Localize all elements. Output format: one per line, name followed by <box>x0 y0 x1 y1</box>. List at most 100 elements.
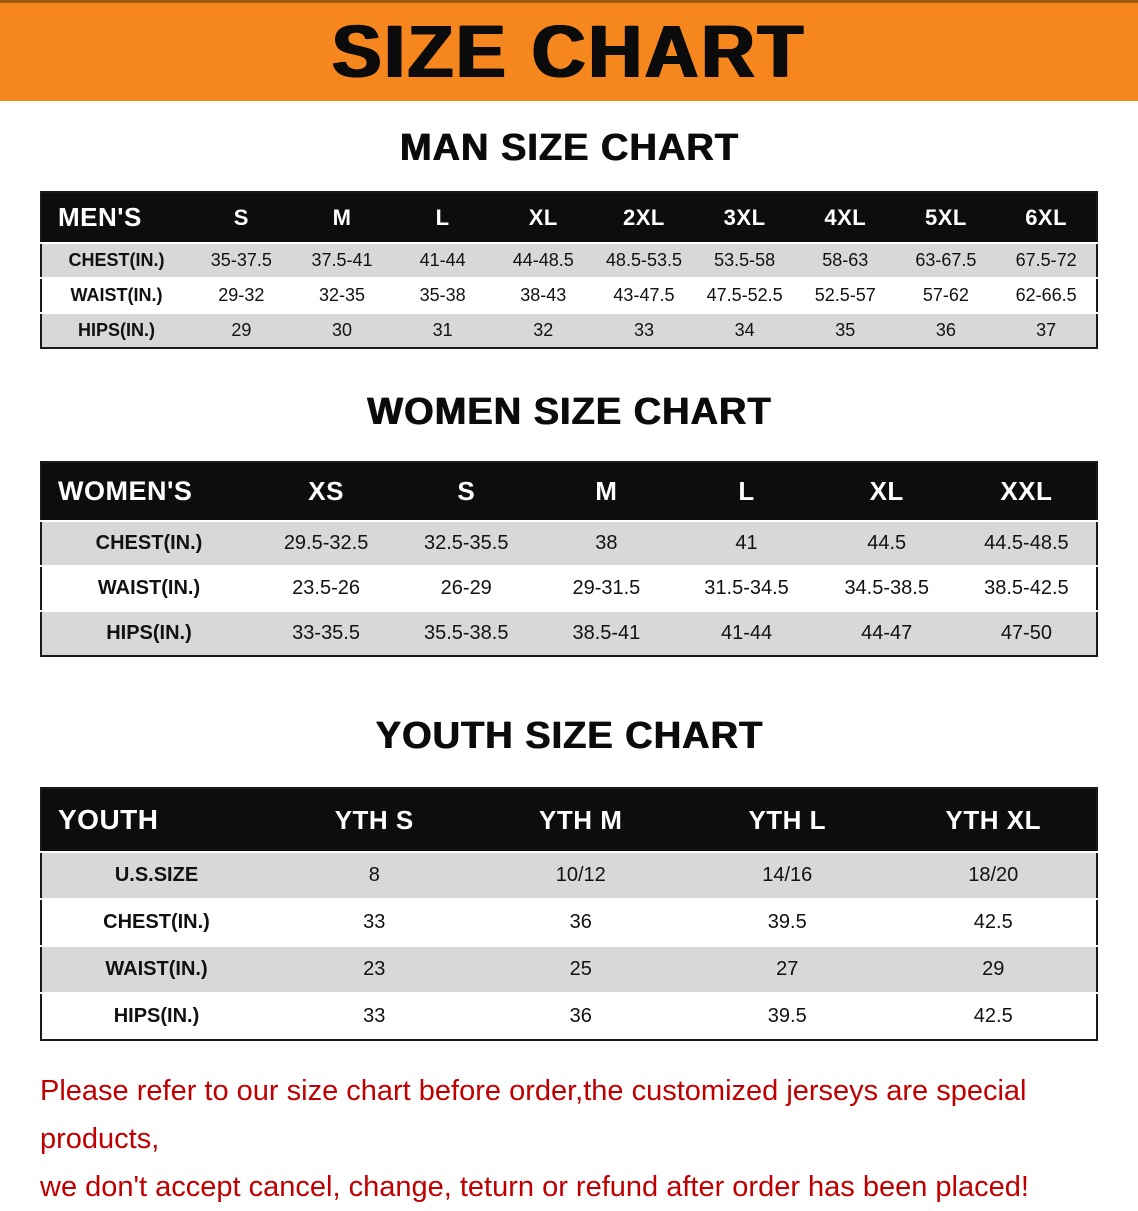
men-size-table: MEN'S S M L XL 2XL 3XL 4XL 5XL 6XL CHEST(IN.) 35-37… <box>40 191 1098 349</box>
size-value-cell: 39.5 <box>684 992 891 1040</box>
size-column-header: L <box>676 462 817 521</box>
table-corner-header: MEN'S <box>41 192 191 243</box>
size-value-cell: 29 <box>191 312 292 348</box>
size-value-cell: 33-35.5 <box>256 610 397 656</box>
size-column-header: S <box>191 192 292 243</box>
row-label: WAIST(IN.) <box>41 945 271 993</box>
size-value-cell: 34 <box>694 312 795 348</box>
table-header-row: YOUTH YTH S YTH M YTH L YTH XL <box>41 788 1097 852</box>
youth-size-table: YOUTH YTH S YTH M YTH L YTH XL U.S.SIZE 8 10/12… <box>40 787 1098 1041</box>
youth-section-heading: YOUTH SIZE CHART <box>375 715 763 757</box>
size-value-cell: 42.5 <box>890 992 1097 1040</box>
size-value-cell: 29.5-32.5 <box>256 520 397 566</box>
row-label: U.S.SIZE <box>41 851 271 899</box>
size-column-header: 3XL <box>694 192 795 243</box>
size-column-header: M <box>536 462 677 521</box>
size-value-cell: 35.5-38.5 <box>396 610 537 656</box>
men-section: MAN SIZE CHART MEN'S S M L XL 2XL 3XL 4XL 5XL 6XL… <box>0 125 1138 349</box>
size-value-cell: 29-31.5 <box>536 565 677 611</box>
size-value-cell: 57-62 <box>895 277 997 313</box>
size-value-cell: 44.5 <box>816 520 957 566</box>
size-value-cell: 39.5 <box>684 898 891 946</box>
size-value-cell: 53.5-58 <box>694 242 795 278</box>
table-row: WAIST(IN.) 29-32 32-35 35-38 38-43 43-47.5 47.… <box>41 277 1097 313</box>
row-label: CHEST(IN.) <box>41 520 256 566</box>
size-value-cell: 35-38 <box>392 277 493 313</box>
table-row: HIPS(IN.) 33-35.5 35.5-38.5 38.5-41 41-44 44-… <box>41 610 1097 656</box>
size-value-cell: 26-29 <box>396 565 537 611</box>
disclaimer: Please refer to our size chart before or… <box>40 1067 1100 1211</box>
size-value-cell: 41-44 <box>392 242 493 278</box>
size-column-header: 6XL <box>996 192 1097 243</box>
men-section-heading: MAN SIZE CHART <box>399 127 739 169</box>
size-value-cell: 31.5-34.5 <box>676 565 817 611</box>
size-value-cell: 47.5-52.5 <box>694 277 795 313</box>
row-label: HIPS(IN.) <box>41 610 256 656</box>
women-section-heading: WOMEN SIZE CHART <box>366 391 772 433</box>
size-value-cell: 32 <box>492 312 594 348</box>
row-label: WAIST(IN.) <box>41 565 256 611</box>
size-value-cell: 27 <box>684 945 891 993</box>
size-value-cell: 32-35 <box>291 277 393 313</box>
size-value-cell: 37 <box>996 312 1097 348</box>
banner-title: SIZE CHART <box>332 10 806 93</box>
size-value-cell: 23 <box>271 945 478 993</box>
size-column-header: M <box>291 192 393 243</box>
size-value-cell: 36 <box>477 992 684 1040</box>
size-column-header: YTH M <box>477 788 684 852</box>
size-column-header: YTH S <box>271 788 478 852</box>
size-value-cell: 58-63 <box>794 242 896 278</box>
size-value-cell: 44-47 <box>816 610 957 656</box>
table-corner-header: WOMEN'S <box>41 462 256 521</box>
size-column-header: YTH XL <box>890 788 1097 852</box>
disclaimer-line-2: we don't accept cancel, change, teturn o… <box>40 1171 1029 1203</box>
size-value-cell: 36 <box>895 312 997 348</box>
disclaimer-line-1: Please refer to our size chart before or… <box>40 1075 1027 1155</box>
size-value-cell: 33 <box>271 898 478 946</box>
size-value-cell: 14/16 <box>684 851 891 899</box>
size-value-cell: 35 <box>794 312 896 348</box>
size-column-header: 5XL <box>895 192 997 243</box>
size-value-cell: 38-43 <box>492 277 594 313</box>
row-label: HIPS(IN.) <box>41 312 191 348</box>
size-value-cell: 8 <box>271 851 478 899</box>
size-value-cell: 32.5-35.5 <box>396 520 537 566</box>
table-row: U.S.SIZE 8 10/12 14/16 18/20 <box>41 851 1097 899</box>
size-column-header: S <box>396 462 537 521</box>
table-row: HIPS(IN.) 29 30 31 32 33 34 35 36 37 <box>41 312 1097 348</box>
size-column-header: XL <box>492 192 594 243</box>
size-value-cell: 37.5-41 <box>291 242 393 278</box>
size-value-cell: 44.5-48.5 <box>956 520 1097 566</box>
size-value-cell: 36 <box>477 898 684 946</box>
size-column-header: 4XL <box>794 192 896 243</box>
size-column-header: XL <box>816 462 957 521</box>
size-chart-banner: SIZE CHART <box>0 0 1138 101</box>
size-value-cell: 47-50 <box>956 610 1097 656</box>
size-value-cell: 29-32 <box>191 277 292 313</box>
size-value-cell: 67.5-72 <box>996 242 1097 278</box>
size-value-cell: 10/12 <box>477 851 684 899</box>
size-value-cell: 38.5-41 <box>536 610 677 656</box>
size-column-header: 2XL <box>593 192 695 243</box>
row-label: WAIST(IN.) <box>41 277 191 313</box>
size-value-cell: 33 <box>271 992 478 1040</box>
size-value-cell: 34.5-38.5 <box>816 565 957 611</box>
youth-section: YOUTH SIZE CHART YOUTH YTH S YTH M YTH L YTH… <box>0 713 1138 1041</box>
size-value-cell: 33 <box>593 312 695 348</box>
size-value-cell: 35-37.5 <box>191 242 292 278</box>
table-row: CHEST(IN.) 33 36 39.5 42.5 <box>41 898 1097 946</box>
table-corner-header: YOUTH <box>41 788 271 852</box>
size-column-header: XS <box>256 462 397 521</box>
size-value-cell: 41-44 <box>676 610 817 656</box>
size-value-cell: 30 <box>291 312 393 348</box>
size-value-cell: 48.5-53.5 <box>593 242 695 278</box>
table-row: HIPS(IN.) 33 36 39.5 42.5 <box>41 992 1097 1040</box>
size-value-cell: 52.5-57 <box>794 277 896 313</box>
size-value-cell: 42.5 <box>890 898 1097 946</box>
size-column-header: L <box>392 192 493 243</box>
size-value-cell: 43-47.5 <box>593 277 695 313</box>
size-value-cell: 18/20 <box>890 851 1097 899</box>
women-size-table: WOMEN'S XS S M L XL XXL CHEST(IN.) 29.5-32.5 32.5… <box>40 461 1098 657</box>
table-row: CHEST(IN.) 35-37.5 37.5-41 41-44 44-48.5 48.5… <box>41 242 1097 278</box>
table-header-row: MEN'S S M L XL 2XL 3XL 4XL 5XL 6XL <box>41 192 1097 243</box>
